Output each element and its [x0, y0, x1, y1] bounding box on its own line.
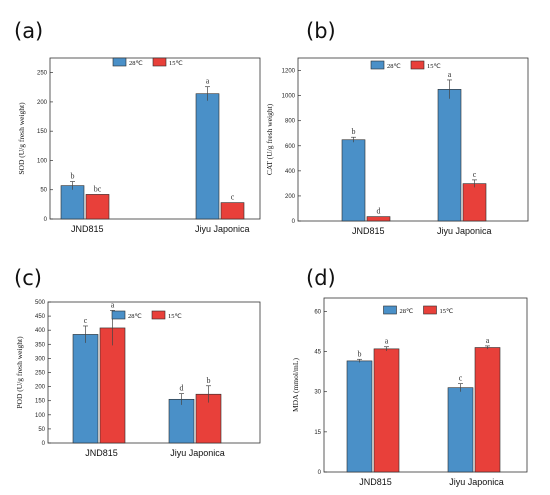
- bar: [60, 185, 85, 220]
- bar: [373, 348, 400, 473]
- bar: [474, 347, 501, 473]
- bar: [341, 139, 366, 222]
- panel-label: (b): [306, 19, 336, 43]
- x-category-label: Jiyu Japonica: [449, 477, 504, 487]
- legend-label: 28℃: [128, 313, 143, 320]
- legend-label: 28℃: [387, 63, 402, 70]
- bar: [366, 216, 391, 222]
- bar: [195, 93, 220, 220]
- bar: [462, 183, 487, 222]
- y-tick-label: 300: [35, 356, 46, 362]
- y-axis-label: MDA (mmol/mL): [291, 358, 300, 412]
- significance-letter: c: [459, 374, 463, 383]
- significance-letter: c: [231, 193, 235, 202]
- significance-letter: c: [473, 170, 477, 179]
- y-tick-label: 100: [37, 158, 48, 164]
- x-category-label: Jiyu Japonica: [170, 448, 225, 458]
- panel-label: (c): [14, 266, 42, 290]
- legend-label: 15℃: [440, 308, 455, 315]
- bar: [437, 89, 462, 222]
- y-tick-label: 150: [35, 399, 46, 405]
- y-tick-label: 200: [35, 385, 46, 391]
- y-tick-label: 350: [35, 342, 46, 348]
- bar: [72, 334, 99, 444]
- significance-letter: a: [206, 77, 210, 86]
- legend-label: 15℃: [427, 63, 442, 70]
- y-tick-label: 1000: [282, 94, 296, 100]
- significance-letter: b: [358, 349, 362, 358]
- y-tick-label: 200: [37, 100, 48, 106]
- bar: [85, 194, 110, 220]
- chart-panel-4: (d) 0 15 30 45 60 MDA (mmol/mL) JND815 b a Jiyu Ja…: [291, 266, 528, 487]
- y-tick-label: 600: [285, 144, 296, 150]
- legend-swatch: [111, 310, 126, 320]
- legend-swatch: [423, 305, 437, 315]
- legend-label: 15℃: [168, 313, 183, 320]
- y-tick-label: 150: [37, 129, 48, 135]
- y-tick-label: 0: [292, 219, 296, 225]
- significance-letter: d: [377, 207, 381, 216]
- legend-label: 28℃: [129, 60, 144, 67]
- y-tick-label: 450: [35, 314, 46, 320]
- x-category-label: JND815: [359, 477, 392, 487]
- y-tick-label: 100: [35, 413, 46, 419]
- significance-letter: d: [180, 384, 184, 393]
- legend-label: 28℃: [400, 308, 415, 315]
- y-tick-label: 0: [318, 470, 322, 476]
- x-category-label: JND815: [71, 224, 104, 234]
- y-tick-label: 800: [285, 119, 296, 125]
- y-tick-label: 250: [35, 371, 46, 377]
- bar: [168, 398, 195, 444]
- legend-swatch: [383, 305, 397, 315]
- bar: [99, 327, 126, 444]
- y-tick-label: 400: [285, 169, 296, 175]
- y-tick-label: 400: [35, 328, 46, 334]
- x-category-label: Jiyu Japonica: [195, 224, 250, 234]
- y-tick-label: 0: [42, 441, 46, 447]
- significance-letter: a: [486, 336, 490, 345]
- y-tick-label: 50: [40, 188, 47, 194]
- y-tick-label: 1200: [282, 69, 296, 75]
- significance-letter: a: [448, 70, 452, 79]
- significance-letter: c: [84, 316, 88, 325]
- legend-swatch: [370, 60, 385, 70]
- panel-label: (a): [14, 19, 43, 43]
- bar: [220, 202, 245, 220]
- x-category-label: JND815: [85, 448, 118, 458]
- y-tick-label: 15: [314, 430, 321, 436]
- y-tick-label: 60: [314, 309, 321, 315]
- plot-frame: [323, 297, 528, 473]
- y-axis-label: SOD (U/g fresh weight): [17, 102, 26, 175]
- y-tick-label: 0: [44, 217, 48, 223]
- significance-letter: b: [71, 172, 75, 181]
- y-tick-label: 45: [314, 350, 321, 356]
- chart-panel-1: (a) 0 50 100 150 200 250 SOD (U/g fresh weight)…: [14, 19, 261, 234]
- legend-swatch: [152, 57, 167, 67]
- y-tick-label: 200: [285, 194, 296, 200]
- panel-label: (d): [306, 266, 336, 290]
- plot-frame: [297, 57, 529, 222]
- legend-label: 15℃: [169, 60, 184, 67]
- chart-panel-3: (c) 0 50 100 150 200 250 300 350 400 450 500 POD (U/…: [14, 266, 261, 458]
- bar: [447, 387, 474, 473]
- legend-swatch: [410, 60, 425, 70]
- bar: [346, 360, 373, 473]
- significance-letter: b: [207, 376, 211, 385]
- y-tick-label: 30: [314, 390, 321, 396]
- significance-letter: a: [111, 300, 115, 309]
- x-category-label: JND815: [352, 226, 385, 236]
- y-tick-label: 500: [35, 300, 46, 306]
- legend-swatch: [112, 57, 127, 67]
- y-axis-label: POD (U/g fresh weight): [15, 336, 24, 409]
- y-axis-label: CAT (U/g fresh weight): [265, 103, 274, 175]
- significance-letter: b: [352, 127, 356, 136]
- legend-swatch: [151, 310, 166, 320]
- y-tick-label: 250: [37, 71, 48, 77]
- significance-letter: bc: [94, 184, 102, 193]
- x-category-label: Jiyu Japonica: [437, 226, 492, 236]
- chart-panel-2: (b) 0 200 400 600 800 1000 1200 CAT (U/g fresh w…: [265, 19, 529, 236]
- y-tick-label: 50: [38, 427, 45, 433]
- significance-letter: a: [385, 337, 389, 346]
